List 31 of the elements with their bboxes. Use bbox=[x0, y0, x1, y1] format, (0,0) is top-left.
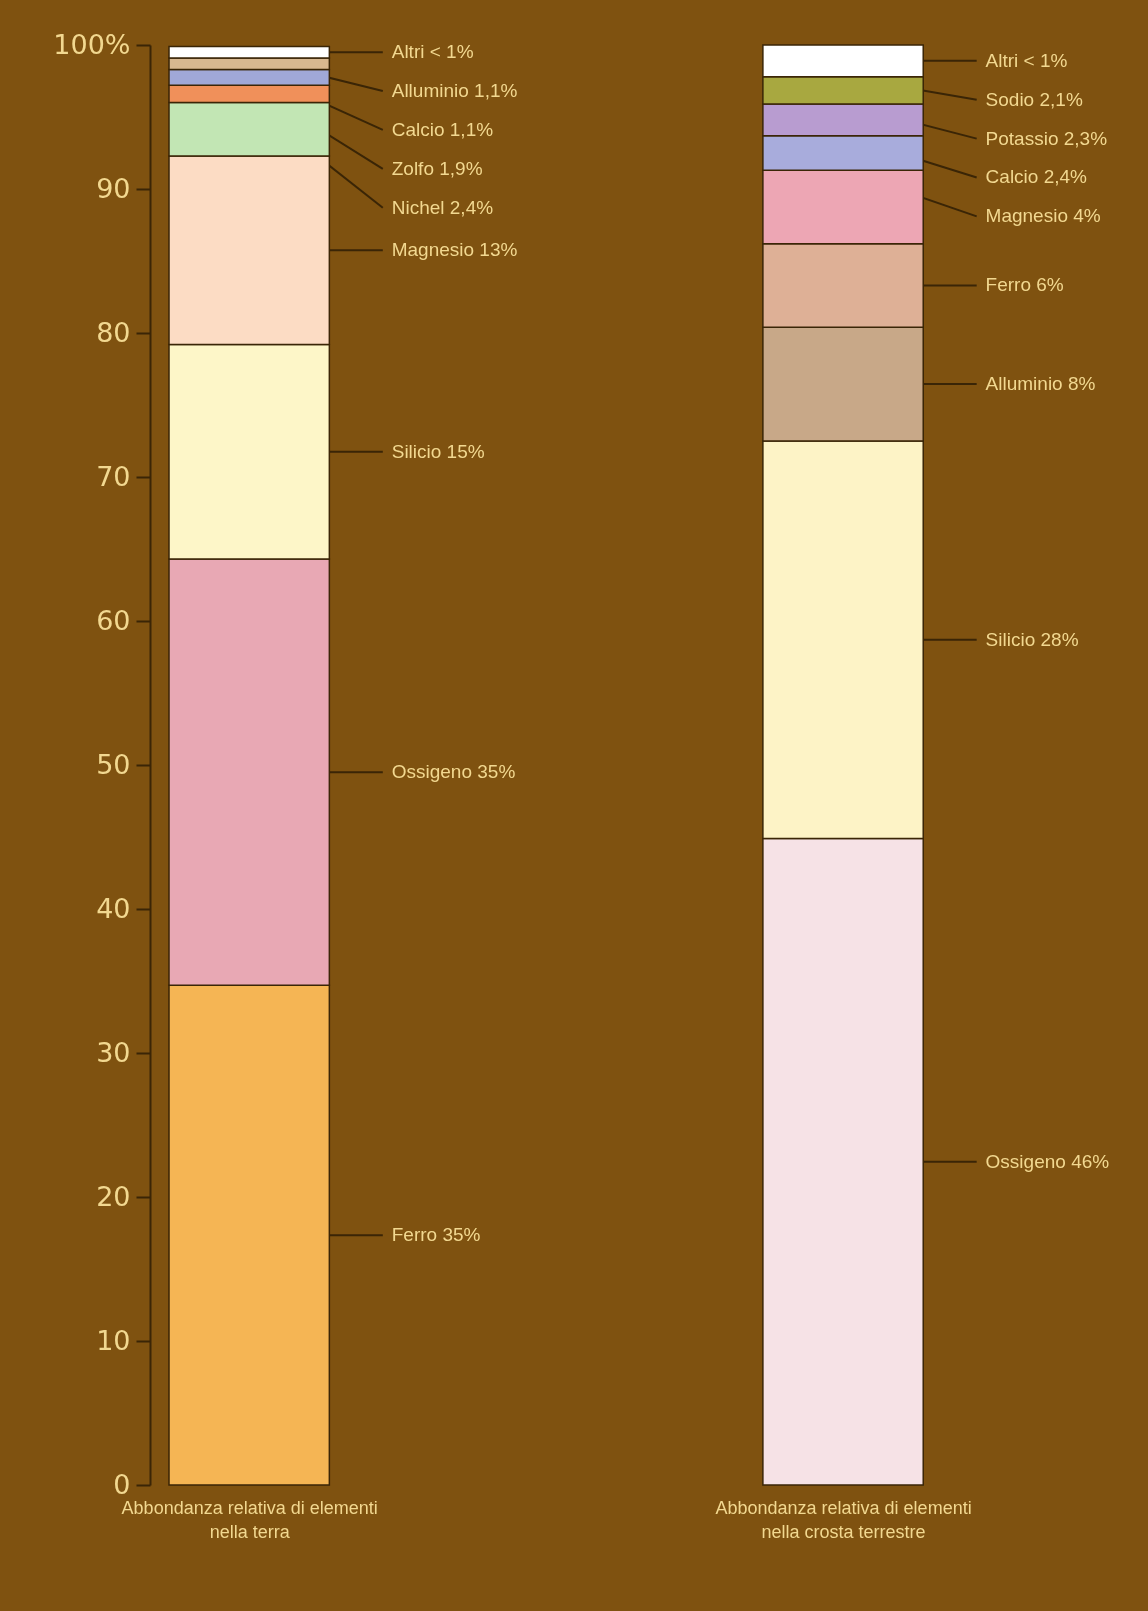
y-tick-label: 10 bbox=[96, 1324, 131, 1356]
y-tick-label: 30 bbox=[96, 1036, 131, 1068]
annotation: Sodio 2,1% bbox=[985, 88, 1083, 110]
y-tick-label: 60 bbox=[96, 604, 131, 636]
annotation: Ferro 6% bbox=[985, 274, 1064, 296]
annotation: Calcio 1,1% bbox=[391, 118, 494, 140]
y-tick-label: 70 bbox=[96, 460, 131, 492]
y-tick-label: 90 bbox=[96, 172, 131, 204]
annotation: Alluminio 1,1% bbox=[391, 80, 518, 102]
y-tick-label: 20 bbox=[96, 1180, 131, 1212]
annotation: Silicio 28% bbox=[985, 628, 1079, 650]
annotation: Silicio 15% bbox=[391, 440, 485, 462]
y-tick-label: 100% bbox=[53, 28, 131, 60]
annotation: Magnesio 4% bbox=[985, 205, 1101, 227]
annotation: Nichel 2,4% bbox=[391, 196, 494, 218]
y-tick-label: 40 bbox=[96, 892, 131, 924]
annotation: Ossigeno 46% bbox=[985, 1150, 1110, 1172]
x-tick-label: Abbondanza relativa di elementi nella terra bbox=[121, 1497, 378, 1542]
annotation: Alluminio 8% bbox=[985, 373, 1096, 395]
annotation: Ossigeno 35% bbox=[391, 761, 516, 783]
annotation: Calcio 2,4% bbox=[985, 166, 1088, 188]
annotation: Zolfo 1,9% bbox=[391, 157, 483, 179]
annotation: Altri < 1% bbox=[391, 41, 474, 63]
y-tick-label: 80 bbox=[96, 316, 131, 348]
y-tick-label: 0 bbox=[113, 1468, 131, 1500]
y-tick-label: 50 bbox=[96, 748, 131, 780]
x-tick-label: Abbondanza relativa di elementi nella crosta terrestre bbox=[715, 1497, 972, 1542]
annotation: Altri < 1% bbox=[985, 49, 1068, 71]
annotation: Potassio 2,3% bbox=[985, 127, 1108, 149]
annotation: Ferro 35% bbox=[391, 1224, 481, 1246]
annotation: Magnesio 13% bbox=[391, 239, 518, 261]
